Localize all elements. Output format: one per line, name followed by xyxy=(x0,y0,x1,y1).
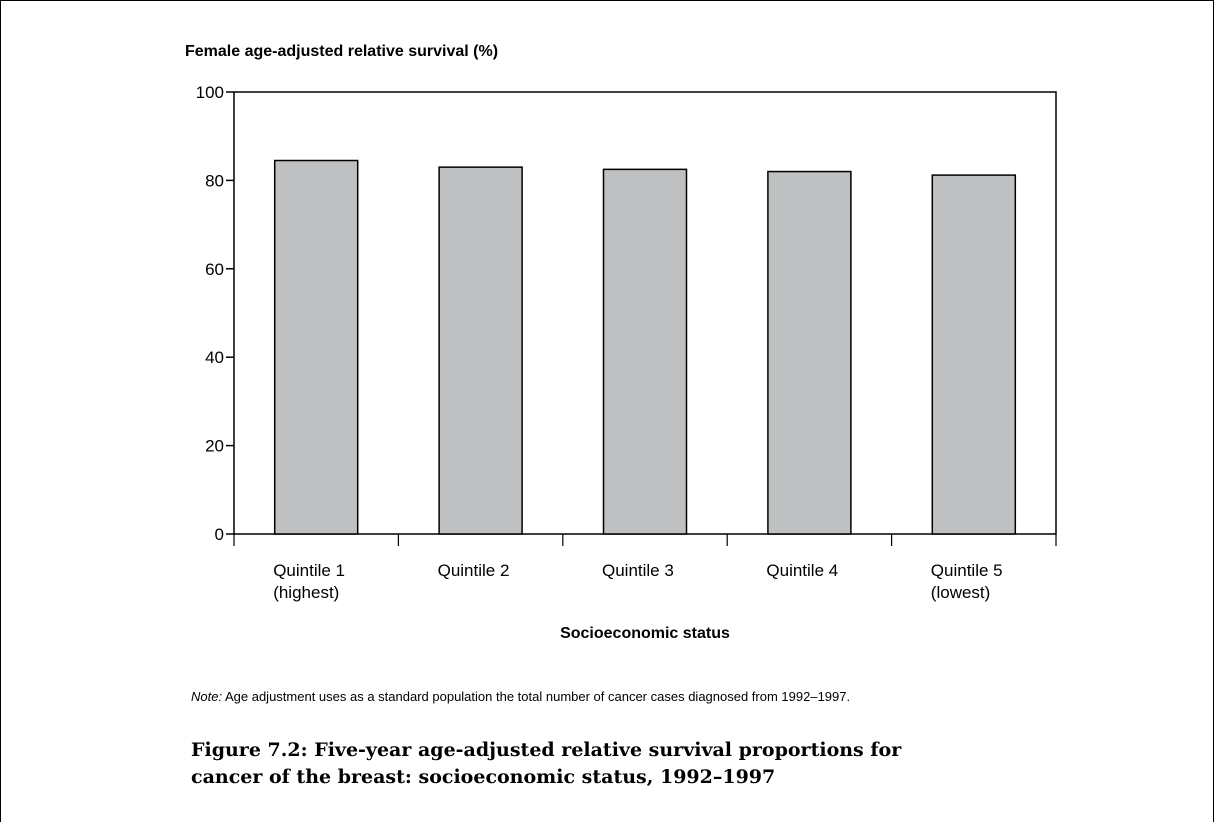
bar-chart: Female age-adjusted relative survival (%… xyxy=(185,43,1057,642)
y-tick-label: 80 xyxy=(205,171,224,190)
note-prefix: Note: xyxy=(191,689,223,704)
x-axis-title: Socioeconomic status xyxy=(560,625,730,642)
x-category-label: Quintile 2 xyxy=(438,561,510,580)
x-category-label: (highest) xyxy=(273,583,339,602)
y-tick-label: 100 xyxy=(196,83,224,102)
bar xyxy=(438,166,523,535)
bar xyxy=(767,170,852,535)
figure-caption: Figure 7.2: Five-year age-adjusted relat… xyxy=(191,739,902,788)
figure-note: Note: Age adjustment uses as a standard … xyxy=(191,689,1201,704)
bar xyxy=(273,159,359,535)
y-tick-label: 60 xyxy=(205,260,224,279)
x-category-label: Quintile 3 xyxy=(602,561,674,580)
y-tick-label: 40 xyxy=(205,348,224,367)
x-category-label: Quintile 4 xyxy=(766,561,838,580)
y-axis-title: Female age-adjusted relative survival (%… xyxy=(185,43,498,60)
y-tick-label: 20 xyxy=(205,437,224,456)
x-category-label: Quintile 5 xyxy=(931,561,1003,580)
bar xyxy=(602,168,688,535)
note-text: Age adjustment uses as a standard popula… xyxy=(222,689,851,704)
bar xyxy=(931,174,1017,535)
x-category-label: (lowest) xyxy=(931,583,991,602)
y-tick-label: 0 xyxy=(215,525,224,544)
x-category-label: Quintile 1 xyxy=(273,561,345,580)
